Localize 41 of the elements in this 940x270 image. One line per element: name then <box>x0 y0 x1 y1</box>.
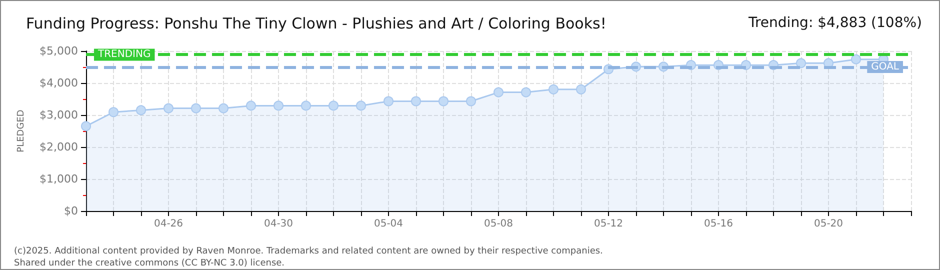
chart-subtitle: Trending: $4,883 (108%) <box>747 15 922 31</box>
x-tick-label: 05-08 <box>484 218 514 230</box>
point <box>274 100 284 111</box>
point <box>136 105 146 116</box>
point <box>521 87 531 98</box>
text: (c)2025. Additional content provided by Raven Monroe. Trademarks and related content are owned by their respective companies. <box>14 246 603 256</box>
y-tick-label: $2,000 <box>40 140 78 154</box>
x-tick-label: 05-20 <box>814 218 844 230</box>
point <box>164 103 174 114</box>
point <box>328 100 338 111</box>
point <box>246 100 256 111</box>
point <box>576 84 586 94</box>
x-tick-label: 05-16 <box>704 218 734 230</box>
point <box>218 103 228 114</box>
point <box>494 87 504 98</box>
y-tick-label: $1,000 <box>40 172 78 186</box>
point <box>466 96 476 106</box>
point <box>438 96 448 106</box>
point <box>548 84 558 94</box>
point <box>384 96 394 106</box>
point <box>191 103 201 114</box>
x-tick-label: 05-04 <box>374 218 404 230</box>
x-tick-label: 05-12 <box>594 218 624 230</box>
chart-title: Funding Progress: Ponshu The Tiny Clown - Plushies and Art / Coloring Books! <box>26 14 606 32</box>
point <box>796 58 806 68</box>
y-axis-title: PLEDGED <box>16 110 26 152</box>
y-tick-label: $5,000 <box>40 44 78 58</box>
y-tick-label: $4,000 <box>40 76 78 90</box>
x-tick-label: 04-26 <box>154 218 184 230</box>
y-tick-label: $3,000 <box>40 108 78 122</box>
text: Shared under the creative commons (CC BY-NC 3.0) license. <box>14 258 285 268</box>
point <box>301 100 311 111</box>
y-tick-label: $0 <box>64 204 78 218</box>
ref-line-label: GOAL <box>871 62 900 72</box>
point <box>108 107 118 118</box>
point <box>851 54 861 64</box>
point <box>356 100 366 111</box>
ref-line-label: TRENDING <box>97 49 151 60</box>
point <box>81 121 91 132</box>
point <box>411 96 421 106</box>
x-tick-label: 04-30 <box>264 218 294 230</box>
